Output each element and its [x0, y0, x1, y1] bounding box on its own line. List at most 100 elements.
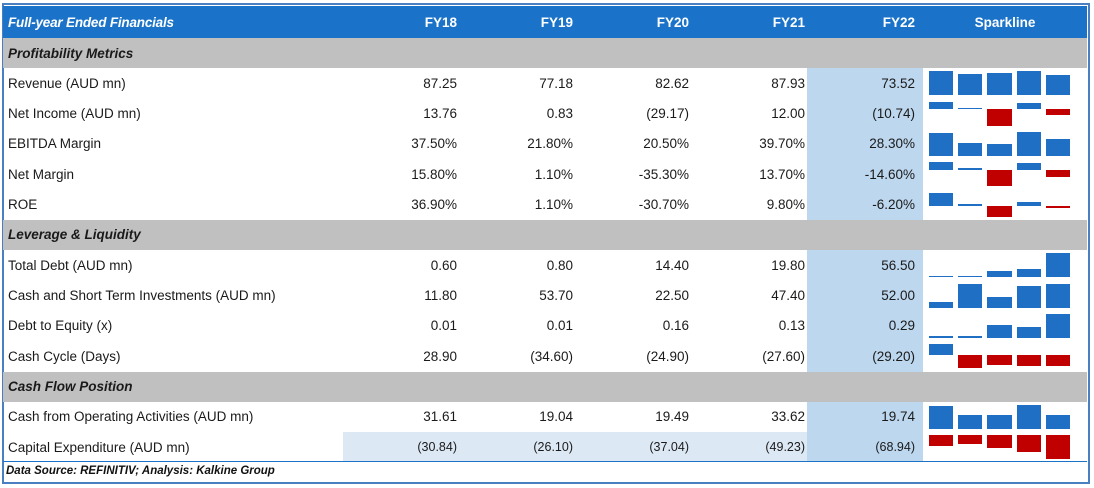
cell-value: 53.70 — [539, 288, 573, 304]
table-row: Revenue (AUD mn) 87.25 77.18 82.62 87.93 73.5… — [3, 68, 1087, 99]
section-header: Cash Flow Position — [3, 371, 1087, 402]
table-row: Net Income (AUD mn) 13.76 0.83 (29.17) 12.00… — [3, 98, 1087, 129]
table-row: ROE 36.90% 1.10% -30.70% 9.80% -6.20% — [3, 189, 1087, 220]
sparkline-bar-positive — [1016, 286, 1041, 308]
cell-value: (37.04) — [575, 431, 691, 463]
cell-value: 0.80 — [546, 257, 573, 273]
cell-value: -14.60% — [807, 159, 923, 190]
sparkline-bar-positive — [958, 142, 983, 156]
cell-value: 19.80 — [771, 257, 805, 273]
sparkline-bar-positive — [987, 143, 1012, 156]
cell-value: 11.80 — [424, 288, 457, 304]
sparkline-cell — [923, 432, 1087, 462]
sparkline-bar-positive — [929, 192, 954, 206]
cell-value: 12.00 — [771, 106, 805, 122]
sparkline-bar-positive — [1045, 253, 1070, 278]
table-row: Net Margin 15.80% 1.10% -35.30% 13.70% -14.60… — [3, 159, 1087, 190]
sparkline — [927, 402, 1073, 432]
cell-value: 28.30% — [807, 128, 923, 160]
sparkline-bar-positive — [987, 271, 1012, 278]
table-row: EBITDA Margin 37.50% 21.80% 20.50% 39.70% 28.… — [3, 128, 1087, 160]
cell-value: 0.01 — [430, 318, 457, 334]
sparkline-bar-positive — [958, 283, 983, 308]
cell-value: 0.13 — [778, 318, 805, 334]
table-row: Cash and Short Term Investments (AUD mn)… — [3, 280, 1087, 311]
sparkline-cell — [923, 190, 1087, 220]
table-title: Full-year Ended Financials — [3, 6, 343, 38]
section-header: Profitability Metrics — [3, 38, 1087, 68]
row-label: Cash from Operating Activities (AUD mn) — [8, 409, 254, 425]
cell-value: 20.50% — [643, 136, 689, 152]
sparkline-bar-negative — [987, 169, 1012, 187]
row-label: Capital Expenditure (AUD mn) — [8, 439, 190, 455]
row-label: Debt to Equity (x) — [8, 318, 113, 334]
sparkline-bar-negative — [987, 435, 1012, 448]
cell-value: 13.70% — [759, 166, 805, 182]
sparkline-bar-positive — [1016, 268, 1041, 278]
sparkline-bar-negative — [958, 355, 983, 369]
cell-value: 28.90 — [423, 348, 457, 364]
cell-value: 31.61 — [423, 409, 457, 425]
sparkline-bar-positive — [987, 414, 1012, 429]
cell-value: (34.60) — [530, 348, 573, 364]
financials-table: Full-year Ended Financials FY18 FY19 FY2… — [3, 6, 1087, 463]
cell-value: (49.23) — [691, 431, 807, 463]
sparkline-cell — [923, 250, 1087, 280]
sparkline-bar-positive — [929, 101, 954, 110]
sparkline-bar-positive — [1045, 75, 1070, 96]
cell-value: 13.76 — [423, 106, 457, 122]
row-label: ROE — [8, 197, 38, 213]
cell-value: 33.62 — [771, 409, 805, 425]
row-label: Net Income (AUD mn) — [8, 106, 141, 122]
sparkline — [927, 159, 1073, 189]
sparkline-bar-negative — [1016, 355, 1041, 366]
sparkline-bar-negative — [1045, 205, 1070, 209]
table-row: Total Debt (AUD mn) 0.60 0.80 14.40 19.80 56.… — [3, 249, 1087, 281]
header-row: Full-year Ended Financials FY18 FY19 FY2… — [3, 6, 1087, 38]
sparkline-bar-positive — [929, 336, 954, 338]
sparkline-bar-positive — [929, 275, 954, 278]
sparkline — [927, 432, 1073, 462]
sparkline-bar-negative — [1045, 435, 1070, 460]
row-label: Total Debt (AUD mn) — [8, 257, 133, 273]
cell-value: 87.93 — [771, 75, 805, 91]
footer-divider — [3, 461, 1087, 462]
cell-value: 0.29 — [807, 310, 923, 342]
col-fy19: FY19 — [459, 6, 575, 38]
cell-value: 47.40 — [771, 288, 805, 304]
sparkline-bar-positive — [958, 168, 983, 170]
sparkline-bar-positive — [958, 107, 983, 110]
sparkline-bar-positive — [1045, 138, 1070, 156]
col-fy20: FY20 — [575, 6, 691, 38]
cell-value: -35.30% — [638, 166, 689, 182]
cell-value: 1.10% — [534, 166, 573, 182]
section-title: Leverage & Liquidity — [3, 219, 1087, 250]
sparkline-bar-positive — [987, 297, 1012, 308]
cell-value: 19.74 — [807, 401, 923, 432]
sparkline — [927, 281, 1073, 311]
sparkline-bar-negative — [987, 205, 1012, 217]
cell-value: (10.74) — [807, 98, 923, 129]
sparkline-bar-negative — [1045, 355, 1070, 367]
sparkline-bar-positive — [958, 415, 983, 429]
sparkline-bar-positive — [1016, 163, 1041, 170]
cell-value: 37.50% — [411, 136, 457, 152]
col-fy21: FY21 — [691, 6, 807, 38]
sparkline-bar-positive — [987, 72, 1012, 96]
cell-value: 0.01 — [546, 318, 573, 334]
sparkline-bar-negative — [1045, 109, 1070, 116]
table-row: Capital Expenditure (AUD mn) (30.84) (26.1… — [3, 431, 1087, 463]
sparkline-bar-positive — [1016, 327, 1041, 338]
sparkline-bar-positive — [1016, 102, 1041, 110]
cell-value: 1.10% — [534, 197, 573, 213]
sparkline-cell — [923, 280, 1087, 310]
sparkline-bar-positive — [958, 275, 983, 278]
cell-value: (24.90) — [646, 348, 689, 364]
sparkline — [927, 250, 1073, 280]
sparkline-bar-negative — [1016, 435, 1041, 453]
sparkline — [927, 129, 1073, 159]
sparkline-bar-positive — [1016, 131, 1041, 156]
cell-value: 19.49 — [655, 409, 689, 425]
cell-value: 21.80% — [527, 136, 573, 152]
sparkline-cell — [923, 159, 1087, 189]
